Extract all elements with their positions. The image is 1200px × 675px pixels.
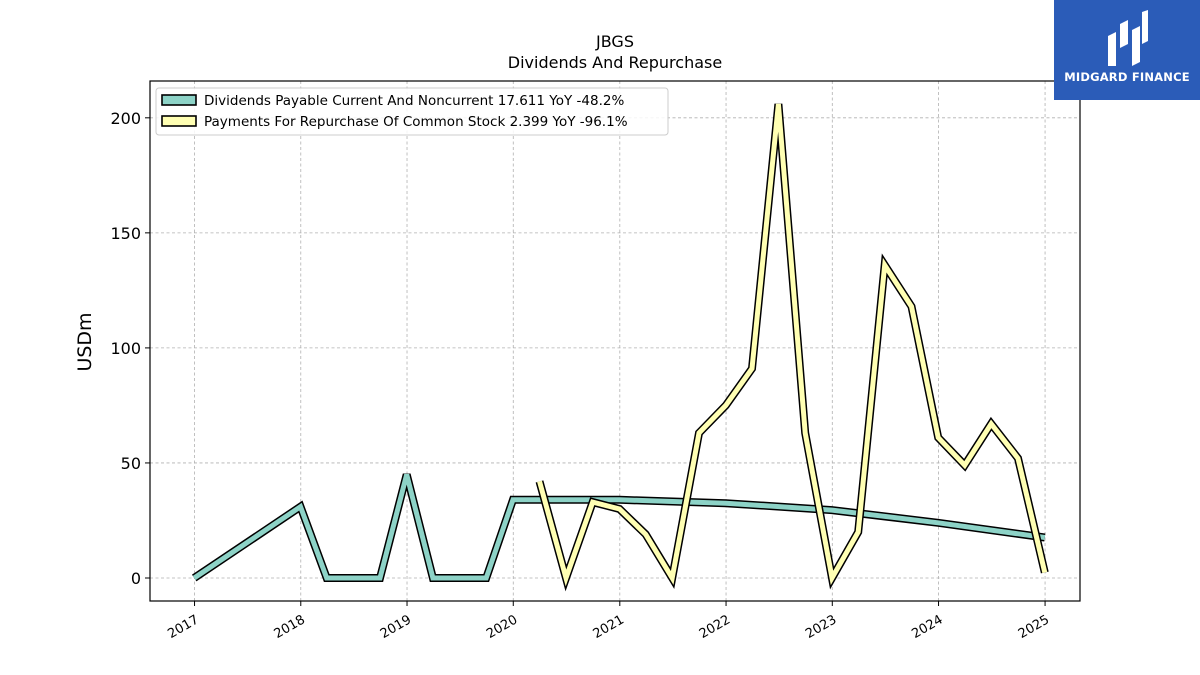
y-axis-label: USDm — [74, 312, 96, 371]
brand-name: MIDGARD FINANCE — [1064, 70, 1190, 84]
y-tick-label: 150 — [110, 224, 141, 243]
brand-logo: MIDGARD FINANCE — [1054, 0, 1200, 100]
y-tick-label: 100 — [110, 339, 141, 358]
chart-title: JBGS — [595, 32, 634, 51]
series-layer — [191, 103, 1049, 592]
midgard-finance-logo-icon — [1108, 10, 1148, 66]
y-tick-label: 0 — [131, 569, 141, 588]
legend-label-dividends: Dividends Payable Current And Noncurrent… — [204, 93, 624, 109]
legend: Dividends Payable Current And Noncurrent… — [155, 87, 669, 136]
plot-frame — [149, 80, 1081, 602]
y-tick-label: 50 — [121, 454, 141, 473]
y-tick-label: 200 — [110, 109, 141, 128]
y-axis: 0 50 100 150 200 — [110, 109, 150, 588]
series-line-repurchase — [537, 103, 1048, 587]
legend-swatch-dividends — [161, 94, 197, 106]
legend-box — [155, 87, 669, 136]
legend-label-repurchase: Payments For Repurchase Of Common Stock … — [204, 114, 628, 130]
chart-subtitle: Dividends And Repurchase — [508, 53, 722, 72]
series-line-dividends — [192, 473, 1046, 581]
legend-swatch-repurchase — [161, 115, 197, 127]
